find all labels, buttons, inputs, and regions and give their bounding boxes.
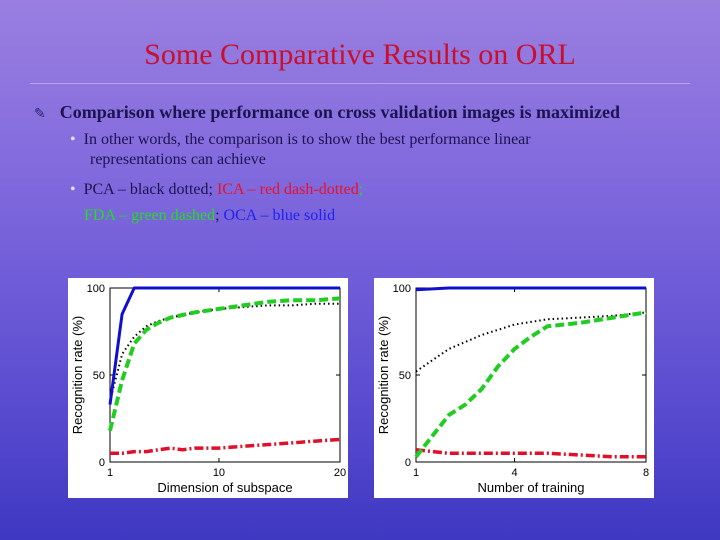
sub-bullet-2-line2: FDA – green dashed; OCA – blue solid — [84, 206, 335, 226]
pen-bullet-icon: ✎ — [34, 107, 46, 122]
main-bullet: ✎ Comparison where performance on cross v… — [34, 102, 620, 123]
x-tick-label: 4 — [512, 467, 518, 479]
y-axis-label: Recognition rate (%) — [70, 316, 85, 435]
x-axis-label: Number of training — [478, 480, 585, 495]
x-tick-label: 1 — [413, 467, 419, 479]
sub-bullet-1-line2: representations can achieve — [90, 151, 266, 168]
legend-separator: ; — [358, 181, 364, 198]
series-line-oca — [108, 286, 340, 405]
series-line-fda — [414, 310, 647, 459]
x-tick-label: 10 — [213, 467, 225, 479]
x-tick-label: 8 — [643, 467, 649, 479]
series-line-fda — [108, 296, 341, 432]
slide-title: Some Comparative Results on ORL — [144, 38, 576, 71]
legend-separator: ; — [215, 207, 220, 224]
dot-bullet-icon: • — [70, 131, 76, 148]
dot-bullet-icon: • — [70, 181, 76, 198]
x-axis-label: Dimension of subspace — [157, 480, 292, 495]
sub-bullet-1: • In other words, the comparison is to sh… — [70, 130, 531, 170]
main-bullet-text: Comparison where performance on cross va… — [59, 102, 621, 122]
y-tick-label: 100 — [393, 283, 411, 295]
plot-frame — [109, 287, 341, 463]
y-axis-label: Recognition rate (%) — [376, 316, 391, 435]
series-line-ica — [110, 437, 341, 456]
title-divider — [30, 83, 690, 84]
y-tick-label: 50 — [399, 370, 411, 382]
sub-bullet-2: • PCA – black dotted; ICA – red dash-dott… — [70, 180, 363, 200]
chart-dimension-of-subspace: 0 50 100 1 10 20 Dimension of subspace Recognit… — [68, 278, 348, 498]
y-tick-label: 0 — [405, 457, 411, 469]
legend-pca-text: PCA – black dotted; — [83, 181, 213, 198]
series-line-oca — [415, 286, 646, 292]
x-tick-label: 1 — [107, 467, 113, 479]
legend-oca-text: OCA – blue solid — [223, 207, 336, 224]
legend-ica-text: ICA – red dash-dotted — [216, 181, 359, 198]
series-line-ica — [415, 448, 646, 459]
chart-number-of-training: 0 50 100 1 4 8 Number of training Recognition r… — [374, 278, 654, 498]
y-tick-label: 0 — [99, 457, 105, 469]
legend-fda-text: FDA – green dashed — [84, 207, 216, 224]
y-tick-label: 50 — [93, 370, 105, 382]
series-line-pca — [415, 311, 647, 373]
plot-frame — [415, 287, 647, 463]
x-tick-label: 20 — [334, 467, 346, 479]
y-tick-label: 100 — [87, 283, 105, 295]
sub-bullet-1-line1: In other words, the comparison is to sho… — [83, 131, 531, 148]
